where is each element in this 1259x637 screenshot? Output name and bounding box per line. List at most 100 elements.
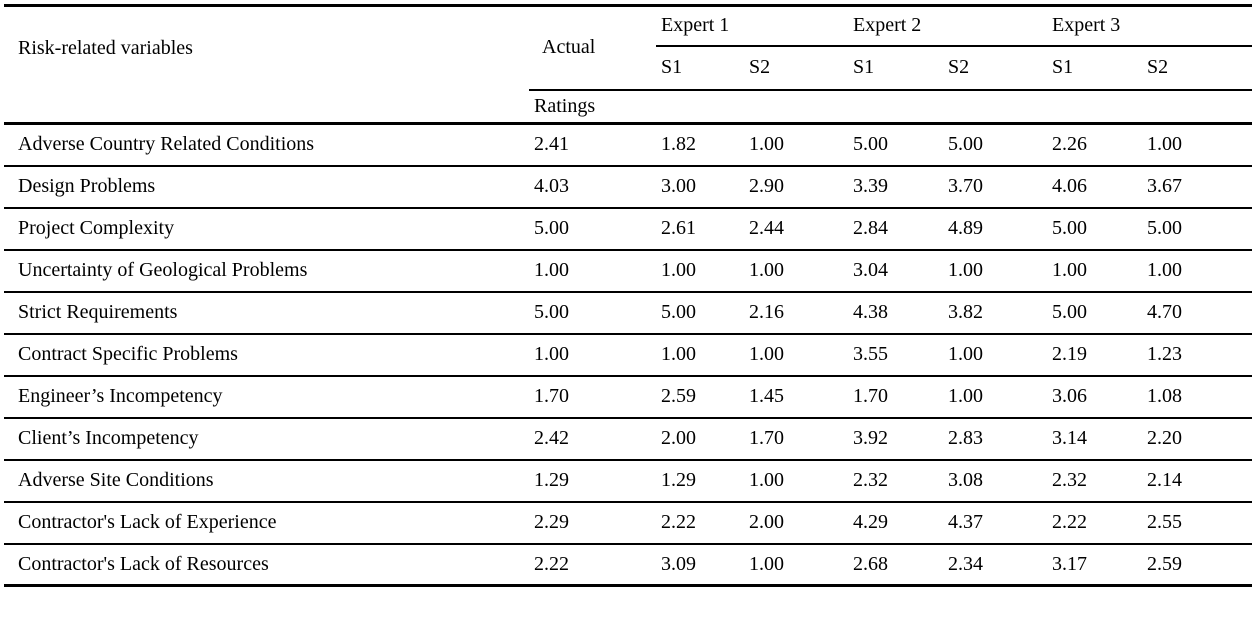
value-cell-e1s2: 2.00: [744, 501, 848, 545]
table-row: Strict Requirements 5.00 5.00 2.16 4.38 …: [4, 291, 1252, 335]
value-cell-e3s1: 4.06: [1047, 165, 1142, 209]
value-cell-e3s1: 2.32: [1047, 459, 1142, 503]
table-row: Engineer’s Incompetency 1.70 2.59 1.45 1…: [4, 375, 1252, 419]
value-cell-e3s2: 1.00: [1142, 123, 1252, 167]
table-row: Adverse Site Conditions 1.29 1.29 1.00 2…: [4, 459, 1252, 503]
value-cell-e2s1: 3.55: [848, 333, 943, 377]
value-cell-actual: 5.00: [529, 291, 656, 335]
value-cell-e3s2: 2.14: [1142, 459, 1252, 503]
value-cell-e2s1: 3.39: [848, 165, 943, 209]
column-subheader-ratings: Ratings: [529, 89, 656, 125]
value-cell-e3s2: 1.08: [1142, 375, 1252, 419]
value-cell-e3s1: 1.00: [1047, 249, 1142, 293]
value-cell-e3s2: 5.00: [1142, 207, 1252, 251]
value-cell-e1s1: 1.00: [656, 333, 744, 377]
value-cell-actual: 1.00: [529, 249, 656, 293]
column-header-expert3-s2: S2: [1142, 45, 1252, 91]
value-cell-e3s1: 5.00: [1047, 291, 1142, 335]
column-header-actual: Actual: [529, 5, 656, 91]
value-cell-e1s1: 1.29: [656, 459, 744, 503]
value-cell-e2s1: 2.68: [848, 543, 943, 587]
header-row-ratings: Ratings: [4, 89, 1252, 125]
column-header-expert2-s1: S1: [848, 45, 943, 91]
value-cell-e2s1: 2.32: [848, 459, 943, 503]
value-cell-actual: 2.42: [529, 417, 656, 461]
variable-cell: Project Complexity: [4, 207, 529, 251]
table-row: Contractor's Lack of Experience 2.29 2.2…: [4, 501, 1252, 545]
value-cell-actual: 5.00: [529, 207, 656, 251]
value-cell-actual: 2.41: [529, 123, 656, 167]
value-cell-actual: 2.29: [529, 501, 656, 545]
value-cell-e2s2: 1.00: [943, 375, 1047, 419]
value-cell-e2s1: 3.92: [848, 417, 943, 461]
value-cell-e2s2: 2.83: [943, 417, 1047, 461]
value-cell-e1s2: 2.90: [744, 165, 848, 209]
value-cell-e2s1: 4.38: [848, 291, 943, 335]
value-cell-e3s2: 1.23: [1142, 333, 1252, 377]
column-header-expert1-s2: S2: [744, 45, 848, 91]
value-cell-e2s1: 4.29: [848, 501, 943, 545]
value-cell-e2s1: 1.70: [848, 375, 943, 419]
value-cell-e3s1: 2.22: [1047, 501, 1142, 545]
value-cell-e1s2: 1.70: [744, 417, 848, 461]
table-row: Contractor's Lack of Resources 2.22 3.09…: [4, 543, 1252, 587]
value-cell-e3s1: 2.26: [1047, 123, 1142, 167]
table-row: Adverse Country Related Conditions 2.41 …: [4, 123, 1252, 167]
value-cell-e1s2: 1.00: [744, 543, 848, 587]
header-row-experts: Risk-related variables Actual Expert 1 E…: [4, 5, 1252, 91]
value-cell-e2s2: 1.00: [943, 333, 1047, 377]
column-header-expert3-s1: S1: [1047, 45, 1142, 91]
value-cell-e1s2: 1.00: [744, 333, 848, 377]
value-cell-e3s1: 3.17: [1047, 543, 1142, 587]
ratings-row-filler: [656, 89, 1252, 125]
value-cell-actual: 1.00: [529, 333, 656, 377]
value-cell-e1s2: 2.44: [744, 207, 848, 251]
value-cell-actual: 1.29: [529, 459, 656, 503]
value-cell-e1s1: 3.09: [656, 543, 744, 587]
ratings-row-spacer: [4, 89, 529, 125]
value-cell-e1s2: 2.16: [744, 291, 848, 335]
risk-variables-table: Risk-related variables Actual Expert 1 E…: [4, 4, 1252, 587]
value-cell-actual: 4.03: [529, 165, 656, 209]
variable-cell: Adverse Country Related Conditions: [4, 123, 529, 167]
value-cell-e2s1: 5.00: [848, 123, 943, 167]
column-header-expert-3: Expert 3: [1047, 5, 1252, 47]
header-row-scenarios: S1 S2 S1 S2 S1 S2: [4, 45, 1252, 91]
value-cell-e1s1: 1.82: [656, 123, 744, 167]
value-cell-e1s1: 3.00: [656, 165, 744, 209]
table-row: Contract Specific Problems 1.00 1.00 1.0…: [4, 333, 1252, 377]
value-cell-e1s2: 1.00: [744, 459, 848, 503]
value-cell-e3s2: 4.70: [1142, 291, 1252, 335]
column-header-risk-variables: Risk-related variables: [18, 36, 193, 59]
table-row: Client’s Incompetency 2.42 2.00 1.70 3.9…: [4, 417, 1252, 461]
value-cell-e2s1: 2.84: [848, 207, 943, 251]
value-cell-e3s2: 2.55: [1142, 501, 1252, 545]
column-header-expert1-s1: S1: [656, 45, 744, 91]
value-cell-e1s2: 1.45: [744, 375, 848, 419]
value-cell-e2s2: 3.08: [943, 459, 1047, 503]
table-body: Adverse Country Related Conditions 2.41 …: [4, 123, 1252, 587]
value-cell-e2s2: 3.70: [943, 165, 1047, 209]
value-cell-e3s2: 2.20: [1142, 417, 1252, 461]
value-cell-e3s2: 2.59: [1142, 543, 1252, 587]
variable-cell: Adverse Site Conditions: [4, 459, 529, 503]
value-cell-e2s2: 3.82: [943, 291, 1047, 335]
value-cell-e3s1: 3.14: [1047, 417, 1142, 461]
value-cell-e1s1: 1.00: [656, 249, 744, 293]
value-cell-e3s1: 2.19: [1047, 333, 1142, 377]
variable-cell: Contractor's Lack of Resources: [4, 543, 529, 587]
value-cell-e1s1: 2.59: [656, 375, 744, 419]
table-header: Risk-related variables Actual Expert 1 E…: [4, 5, 1252, 125]
table-row: Design Problems 4.03 3.00 2.90 3.39 3.70…: [4, 165, 1252, 209]
value-cell-e2s2: 2.34: [943, 543, 1047, 587]
variable-cell: Client’s Incompetency: [4, 417, 529, 461]
variable-cell: Strict Requirements: [4, 291, 529, 335]
value-cell-e3s1: 3.06: [1047, 375, 1142, 419]
value-cell-e1s2: 1.00: [744, 123, 848, 167]
table-row: Project Complexity 5.00 2.61 2.44 2.84 4…: [4, 207, 1252, 251]
column-header-expert-2: Expert 2: [848, 5, 1047, 47]
value-cell-e2s2: 5.00: [943, 123, 1047, 167]
column-header-expert2-s2: S2: [943, 45, 1047, 91]
variable-cell: Design Problems: [4, 165, 529, 209]
value-cell-e1s1: 2.00: [656, 417, 744, 461]
